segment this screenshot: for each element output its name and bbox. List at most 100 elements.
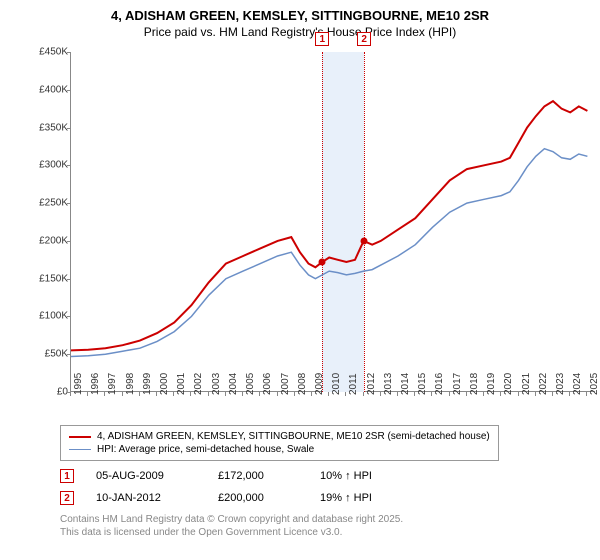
x-axis-label: 2003	[211, 373, 222, 395]
footer: Contains HM Land Registry data © Crown c…	[60, 513, 590, 539]
legend-label-hpi: HPI: Average price, semi-detached house,…	[97, 444, 314, 455]
x-axis-label: 2007	[280, 373, 291, 395]
x-axis-label: 2008	[297, 373, 308, 395]
chart-container: 4, ADISHAM GREEN, KEMSLEY, SITTINGBOURNE…	[0, 0, 600, 547]
sale-row-2: 2 10-JAN-2012 £200,000 19% ↑ HPI	[60, 491, 590, 505]
sale-badge-2: 2	[60, 491, 74, 505]
x-tick	[311, 392, 312, 396]
x-tick	[552, 392, 553, 396]
x-axis-label: 1998	[125, 373, 136, 395]
x-tick	[242, 392, 243, 396]
x-axis-label: 2022	[538, 373, 549, 395]
x-tick	[345, 392, 346, 396]
x-tick	[535, 392, 536, 396]
legend-label-property: 4, ADISHAM GREEN, KEMSLEY, SITTINGBOURNE…	[97, 431, 490, 442]
x-tick	[414, 392, 415, 396]
x-axis-label: 2019	[486, 373, 497, 395]
x-tick	[328, 392, 329, 396]
x-tick	[70, 392, 71, 396]
x-tick	[87, 392, 88, 396]
legend-swatch-hpi	[69, 449, 91, 451]
series-hpi	[71, 149, 587, 357]
legend-row-property: 4, ADISHAM GREEN, KEMSLEY, SITTINGBOURNE…	[69, 430, 490, 443]
marker-badge-2: 2	[357, 32, 371, 46]
x-axis-label: 2004	[228, 373, 239, 395]
chart-area: £0£50K£100K£150K£200K£250K£300K£350K£400…	[40, 47, 600, 417]
legend: 4, ADISHAM GREEN, KEMSLEY, SITTINGBOURNE…	[60, 425, 499, 461]
x-axis-label: 2012	[366, 373, 377, 395]
legend-row-hpi: HPI: Average price, semi-detached house,…	[69, 443, 490, 456]
sale-price-1: £172,000	[218, 470, 298, 482]
x-tick	[208, 392, 209, 396]
footer-line-1: Contains HM Land Registry data © Crown c…	[60, 513, 590, 526]
x-tick	[104, 392, 105, 396]
x-tick	[156, 392, 157, 396]
x-axis-label: 2005	[245, 373, 256, 395]
x-tick	[173, 392, 174, 396]
sale-delta-1: 10% ↑ HPI	[320, 470, 372, 482]
x-tick	[277, 392, 278, 396]
footer-line-2: This data is licensed under the Open Gov…	[60, 526, 590, 539]
x-tick	[518, 392, 519, 396]
sale-price-2: £200,000	[218, 492, 298, 504]
x-tick	[483, 392, 484, 396]
x-tick	[363, 392, 364, 396]
series-property	[71, 101, 587, 350]
x-tick	[397, 392, 398, 396]
x-axis-label: 2009	[314, 373, 325, 395]
x-axis-label: 1999	[142, 373, 153, 395]
x-tick	[569, 392, 570, 396]
x-axis-label: 2014	[400, 373, 411, 395]
x-axis-label: 2011	[348, 373, 359, 395]
plot-region: 1 2	[70, 52, 595, 392]
x-tick	[122, 392, 123, 396]
sale-dot-2	[361, 237, 368, 244]
y-axis-label: £50K	[45, 349, 68, 360]
x-axis-label: 2010	[331, 373, 342, 395]
x-axis-label: 2024	[572, 373, 583, 395]
x-axis-label: 2006	[262, 373, 273, 395]
legend-swatch-property	[69, 436, 91, 438]
x-tick	[225, 392, 226, 396]
x-axis-label: 1995	[73, 373, 84, 395]
y-axis-label: £300K	[39, 160, 68, 171]
x-axis-label: 2000	[159, 373, 170, 395]
x-axis-label: 1996	[90, 373, 101, 395]
y-axis-label: £450K	[39, 47, 68, 58]
x-axis-label: 2018	[469, 373, 480, 395]
y-axis-label: £150K	[39, 273, 68, 284]
x-axis-label: 2002	[193, 373, 204, 395]
chart-title: 4, ADISHAM GREEN, KEMSLEY, SITTINGBOURNE…	[10, 8, 590, 23]
y-axis-label: £100K	[39, 311, 68, 322]
x-axis-label: 2025	[589, 373, 600, 395]
x-axis-label: 2017	[452, 373, 463, 395]
y-axis-label: £400K	[39, 84, 68, 95]
x-tick	[294, 392, 295, 396]
x-tick	[449, 392, 450, 396]
sale-date-1: 05-AUG-2009	[96, 470, 196, 482]
sale-date-2: 10-JAN-2012	[96, 492, 196, 504]
x-tick	[500, 392, 501, 396]
sale-dot-1	[319, 259, 326, 266]
x-axis-label: 1997	[107, 373, 118, 395]
x-axis-label: 2016	[434, 373, 445, 395]
x-axis-label: 2023	[555, 373, 566, 395]
x-axis-label: 2015	[417, 373, 428, 395]
x-axis-label: 2021	[521, 373, 532, 395]
x-tick	[380, 392, 381, 396]
marker-badge-1: 1	[315, 32, 329, 46]
x-tick	[139, 392, 140, 396]
chart-subtitle: Price paid vs. HM Land Registry's House …	[10, 25, 590, 39]
x-tick	[586, 392, 587, 396]
sale-badge-1: 1	[60, 469, 74, 483]
y-axis-label: £200K	[39, 235, 68, 246]
x-axis-label: 2013	[383, 373, 394, 395]
sale-delta-2: 19% ↑ HPI	[320, 492, 372, 504]
x-axis-label: 2001	[176, 373, 187, 395]
y-axis-label: £350K	[39, 122, 68, 133]
x-tick	[190, 392, 191, 396]
x-tick	[259, 392, 260, 396]
sale-row-1: 1 05-AUG-2009 £172,000 10% ↑ HPI	[60, 469, 590, 483]
x-tick	[431, 392, 432, 396]
line-svg	[71, 52, 596, 392]
